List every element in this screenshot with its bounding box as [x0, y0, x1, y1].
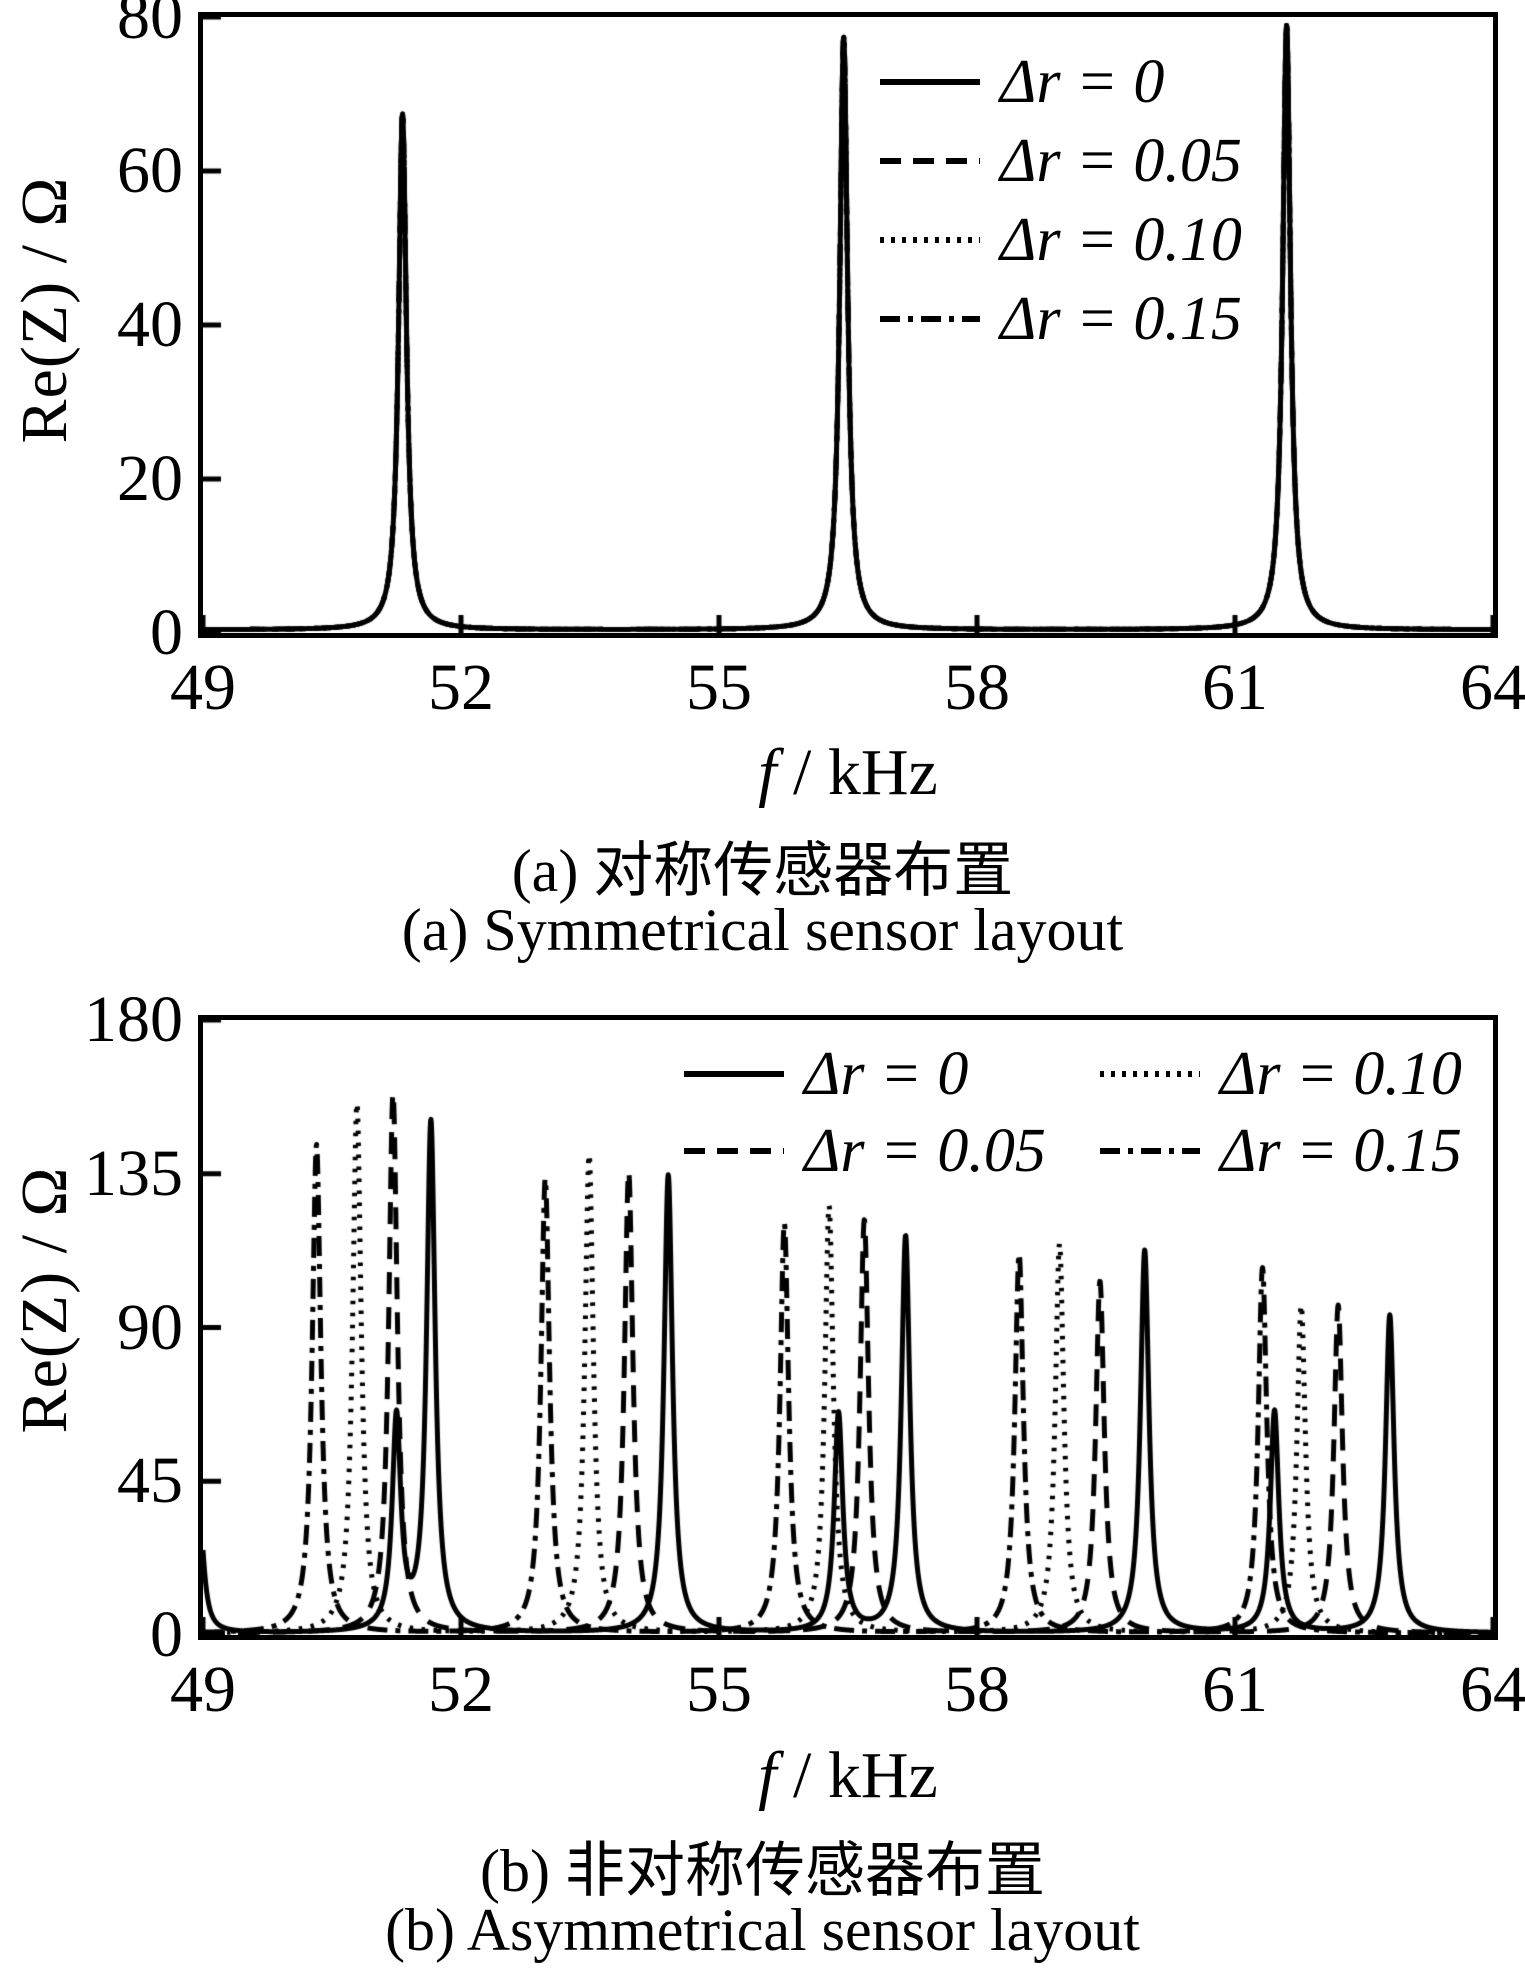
x-tick-label-61: 61 — [1202, 651, 1268, 724]
y-tick-label-40: 40 — [117, 288, 183, 361]
legend-label: Δr = 0.15 — [1000, 284, 1242, 353]
y-tick-label-135: 135 — [84, 1136, 183, 1210]
panel-a-x-axis-title: f / kHz — [758, 735, 938, 811]
legend-line-dashdot-icon — [880, 316, 980, 322]
legend-label: Δr = 0.15 — [1220, 1116, 1462, 1185]
legend-item-dashed: Δr = 0.05 — [684, 1117, 1100, 1185]
legend-item-dashed: Δr = 0.05 — [880, 127, 1242, 195]
y-tick-label-20: 20 — [117, 442, 183, 515]
y-tick-label-80: 80 — [117, 0, 183, 53]
panel-a-caption-en: (a) Symmetrical sensor layout — [401, 897, 1124, 963]
legend-item-dashdot: Δr = 0.15 — [1100, 1117, 1462, 1185]
x-tick-label-52: 52 — [428, 651, 494, 724]
panel-b-plot-canvas — [203, 1020, 1493, 1635]
x-tick-label-49: 49 — [170, 651, 236, 724]
legend-item-solid: Δr = 0 — [880, 48, 1242, 116]
legend-label: Δr = 0.05 — [1000, 126, 1242, 195]
panel-a-x-axis-unit: / kHz — [793, 736, 938, 809]
x-tick-label-64: 64 — [1460, 651, 1525, 724]
legend-line-solid-icon — [880, 79, 980, 85]
x-tick-label-52: 52 — [428, 1653, 494, 1726]
x-tick-label-58: 58 — [944, 1653, 1010, 1726]
panel-a-legend: Δr = 0 Δr = 0.05 Δr = 0.10 Δr = 0.15 — [880, 48, 1242, 366]
legend-line-dashed-icon — [684, 1148, 784, 1154]
y-tick-label-60: 60 — [117, 134, 183, 207]
legend-line-dotted-icon — [880, 237, 980, 243]
legend-item-dashdot: Δr = 0.15 — [880, 285, 1242, 353]
legend-item-dotted: Δr = 0.10 — [880, 206, 1242, 274]
panel-a-caption-zh: (a) 对称传感器布置 — [511, 838, 1014, 904]
panel-b-caption-zh: (b) 非对称传感器布置 — [480, 1838, 1045, 1904]
legend-line-dashed-icon — [880, 158, 980, 164]
panel-b-x-axis-title: f / kHz — [758, 1738, 938, 1814]
y-tick-label-0: 0 — [150, 1598, 183, 1671]
legend-line-dashdot-icon — [1100, 1148, 1200, 1154]
x-tick-label-55: 55 — [686, 1653, 752, 1726]
panel-a-x-axis-symbol: f — [758, 736, 777, 809]
panel-b-x-axis-symbol: f — [758, 1739, 777, 1812]
x-tick-label-64: 64 — [1460, 1653, 1525, 1726]
legend-line-solid-icon — [684, 1071, 784, 1077]
y-tick-label-0: 0 — [150, 596, 183, 669]
panel-a-plot-area — [198, 12, 1498, 638]
legend-item-solid: Δr = 0 — [684, 1040, 1100, 1108]
x-tick-label-61: 61 — [1202, 1653, 1268, 1726]
panel-a-plot-canvas — [203, 17, 1493, 633]
panel-b-legend: Δr = 0 Δr = 0.10 Δr = 0.05 Δr = 0.15 — [684, 1040, 1462, 1185]
y-tick-label-180: 180 — [84, 983, 183, 1056]
panel-b-caption-en: (b) Asymmetrical sensor layout — [385, 1897, 1140, 1963]
legend-label: Δr = 0 — [1000, 47, 1165, 116]
x-tick-label-55: 55 — [686, 651, 752, 724]
legend-item-dotted: Δr = 0.10 — [1100, 1040, 1462, 1108]
x-tick-label-49: 49 — [170, 1653, 236, 1726]
y-tick-label-90: 90 — [117, 1290, 183, 1364]
legend-label: Δr = 0.10 — [1220, 1039, 1462, 1108]
legend-label: Δr = 0 — [804, 1039, 969, 1108]
y-tick-label-45: 45 — [117, 1444, 183, 1518]
legend-label: Δr = 0.05 — [804, 1116, 1046, 1185]
legend-label: Δr = 0.10 — [1000, 205, 1242, 274]
panel-b-x-axis-unit: / kHz — [793, 1739, 938, 1812]
x-tick-label-58: 58 — [944, 651, 1010, 724]
panel-b-plot-area — [198, 1015, 1498, 1640]
legend-line-dotted-icon — [1100, 1071, 1200, 1077]
